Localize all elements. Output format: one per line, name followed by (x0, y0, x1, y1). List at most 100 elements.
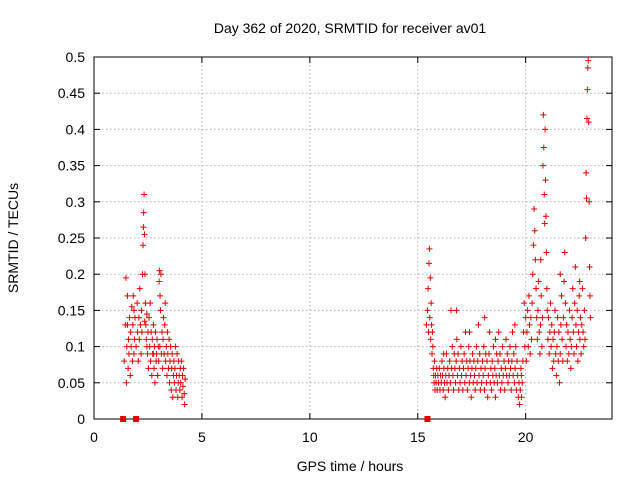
data-point (549, 365, 556, 372)
data-point (179, 383, 186, 390)
data-point (426, 314, 433, 321)
y-tick-label: 0.05 (58, 375, 85, 391)
gap-markers (120, 416, 431, 422)
gap-marker (120, 416, 127, 422)
data-point (481, 314, 488, 321)
data-point (514, 358, 521, 365)
data-point (129, 358, 136, 365)
data-point (163, 372, 170, 379)
data-point (465, 343, 472, 350)
data-point (137, 321, 144, 328)
data-point (181, 390, 188, 397)
data-point (495, 358, 502, 365)
data-point (570, 329, 577, 336)
gap-marker (424, 416, 431, 422)
data-point (583, 195, 590, 202)
data-point (504, 350, 511, 357)
data-point (578, 321, 585, 328)
x-tick-label: 15 (410, 429, 426, 445)
data-point (156, 278, 163, 285)
data-point (428, 321, 435, 328)
data-point (484, 358, 491, 365)
data-point (504, 379, 511, 386)
data-point (475, 321, 482, 328)
y-tick-label: 0.4 (66, 121, 86, 137)
data-point (544, 336, 551, 343)
data-point (531, 206, 538, 213)
y-tick-label: 0.45 (58, 85, 85, 101)
data-point (122, 274, 129, 281)
data-point (146, 314, 153, 321)
data-point (177, 379, 184, 386)
data-point (154, 336, 161, 343)
data-point (151, 365, 158, 372)
data-point (425, 260, 432, 267)
data-point (534, 336, 541, 343)
data-point (521, 300, 528, 307)
data-point (455, 350, 462, 357)
data-point (539, 162, 546, 169)
data-point (480, 372, 487, 379)
data-point (133, 343, 140, 350)
data-point (535, 278, 542, 285)
data-point (499, 343, 506, 350)
axis-ticks: 0 0.05 0.1 0.15 0.2 0.25 0.3 0.35 0.4 0.45 0.5 0 5 10… (58, 49, 612, 445)
data-point (563, 343, 570, 350)
data-point (472, 387, 479, 394)
data-point (538, 343, 545, 350)
data-point (539, 314, 546, 321)
data-point (147, 358, 154, 365)
data-point (553, 372, 560, 379)
data-point (140, 224, 147, 231)
data-point (517, 365, 524, 372)
data-point (512, 365, 519, 372)
data-point (586, 263, 593, 270)
data-point (491, 365, 498, 372)
data-point (561, 249, 568, 256)
data-point (125, 336, 132, 343)
data-point (506, 343, 513, 350)
data-point (576, 278, 583, 285)
data-point (581, 307, 588, 314)
data-point (164, 329, 171, 336)
data-point (537, 321, 544, 328)
data-point (541, 191, 548, 198)
data-point (527, 350, 534, 357)
data-point (151, 379, 158, 386)
data-point (585, 119, 592, 126)
data-point (576, 336, 583, 343)
data-point (130, 350, 137, 357)
data-point (453, 307, 460, 314)
data-point (558, 292, 565, 299)
data-point (508, 387, 515, 394)
data-point (124, 321, 131, 328)
data-point (543, 285, 550, 292)
data-point (572, 263, 579, 270)
data-point (442, 394, 449, 401)
data-point (547, 300, 554, 307)
gridlines (94, 57, 612, 419)
data-point (556, 379, 563, 386)
data-point (150, 321, 157, 328)
data-point (566, 307, 573, 314)
data-point (148, 372, 155, 379)
data-point (424, 307, 431, 314)
data-point (130, 307, 137, 314)
data-point (492, 394, 499, 401)
data-point (528, 336, 535, 343)
data-point (489, 358, 496, 365)
data-point (129, 321, 136, 328)
data-point (135, 358, 142, 365)
chart-title: Day 362 of 2020, SRMTID for receiver av0… (214, 20, 487, 36)
data-point (532, 256, 539, 263)
data-point (496, 350, 503, 357)
data-point (138, 350, 145, 357)
data-point (427, 274, 434, 281)
data-point (503, 336, 510, 343)
data-point (536, 329, 543, 336)
data-point (557, 271, 564, 278)
data-point (141, 231, 148, 238)
data-point (138, 307, 145, 314)
y-tick-label: 0.15 (58, 302, 85, 318)
